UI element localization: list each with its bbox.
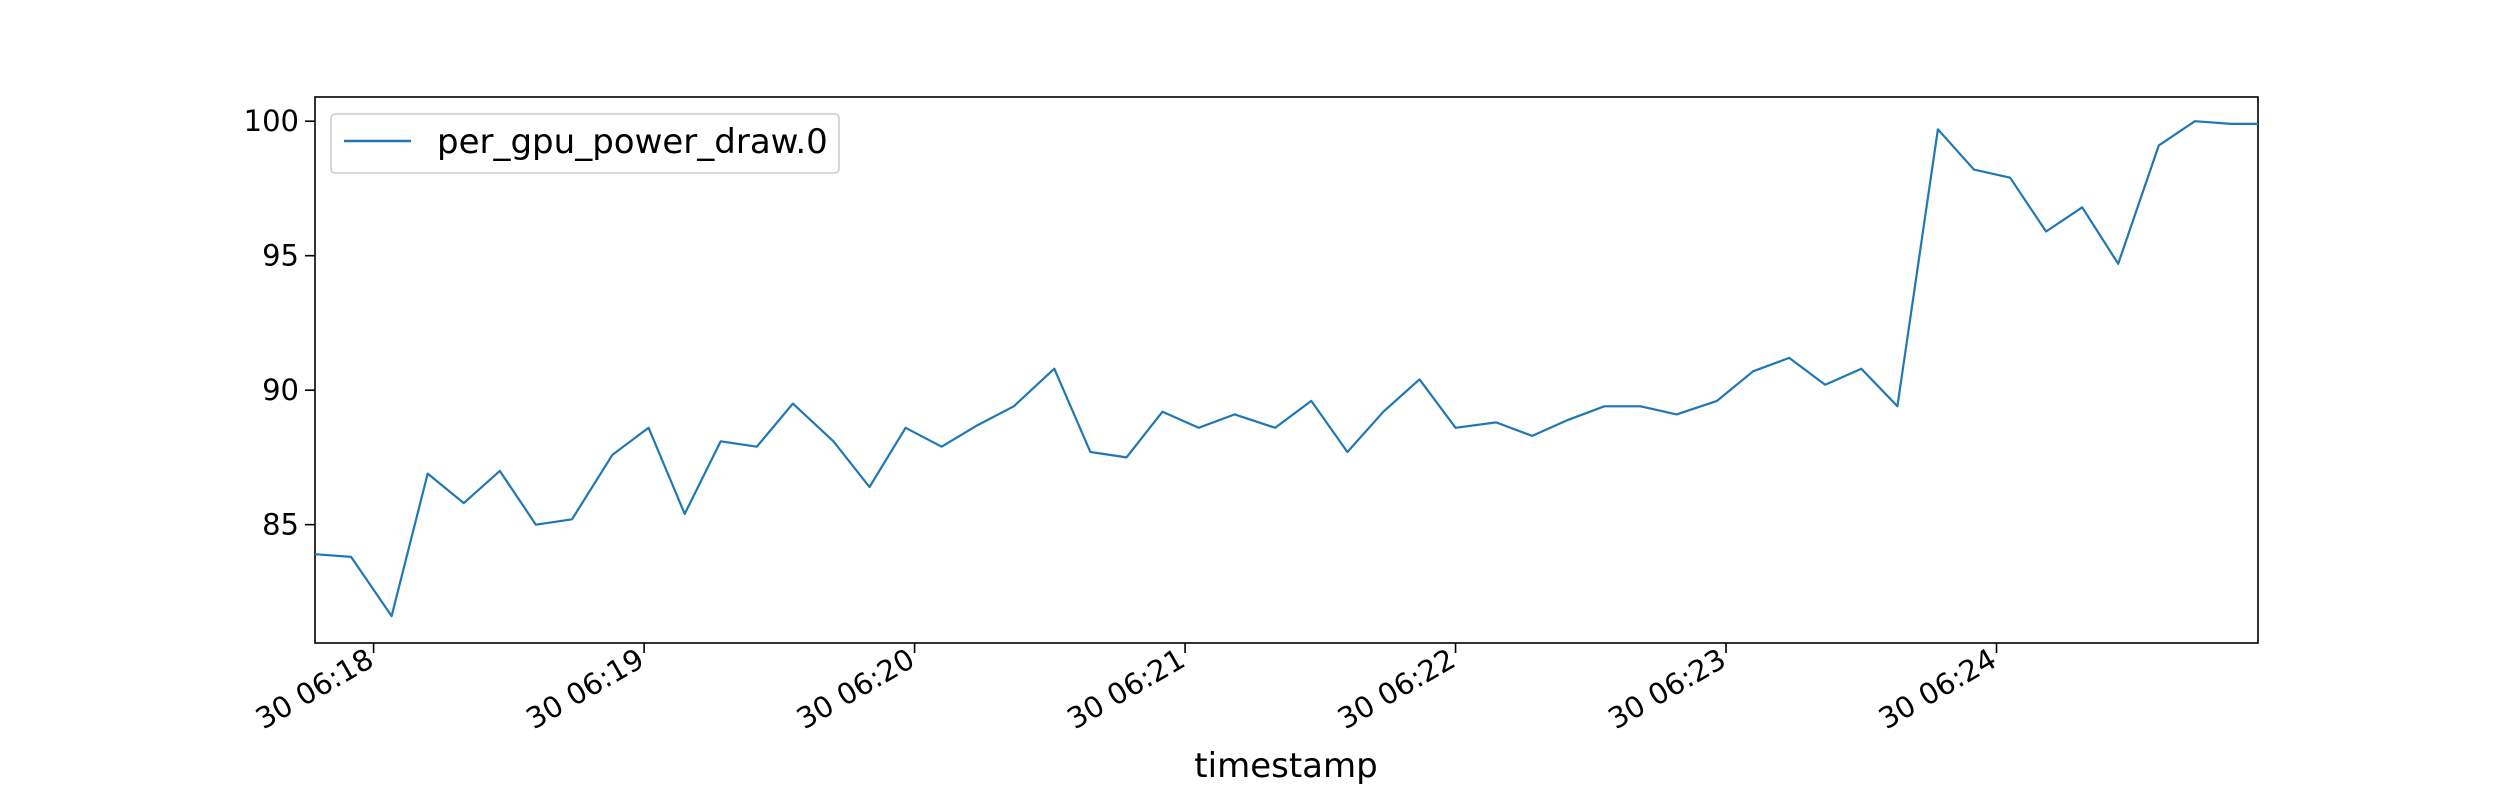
x-tick-label: 30 06:24 xyxy=(1873,642,2002,736)
y-tick-label: 85 xyxy=(262,508,299,542)
series-line-0 xyxy=(314,120,2258,618)
x-tick-label: 30 06:21 xyxy=(1061,642,1190,736)
y-tick-label: 90 xyxy=(262,373,299,407)
legend-label: per_gpu_power_draw.0 xyxy=(437,122,828,162)
x-tick-label: 30 06:19 xyxy=(520,642,649,736)
x-tick-label: 30 06:23 xyxy=(1602,642,1731,736)
x-tick-label: 30 06:22 xyxy=(1332,642,1461,736)
y-tick-label: 95 xyxy=(262,239,299,273)
series-layer xyxy=(314,120,2259,618)
x-axis-title: timestamp xyxy=(1194,746,1377,786)
x-tick-label: 30 06:18 xyxy=(250,642,379,736)
x-tick-label: 30 06:20 xyxy=(791,642,920,736)
y-tick-label: 100 xyxy=(244,104,299,138)
legend: per_gpu_power_draw.0 xyxy=(330,113,840,174)
plot-frame xyxy=(314,96,2259,644)
y-axis-ticks: 85 90 95 100 xyxy=(244,104,315,542)
legend-box xyxy=(330,113,840,174)
x-axis-ticks: 30 06:18 30 06:19 30 06:20 30 06:21 30 06:22… xyxy=(250,642,2002,736)
